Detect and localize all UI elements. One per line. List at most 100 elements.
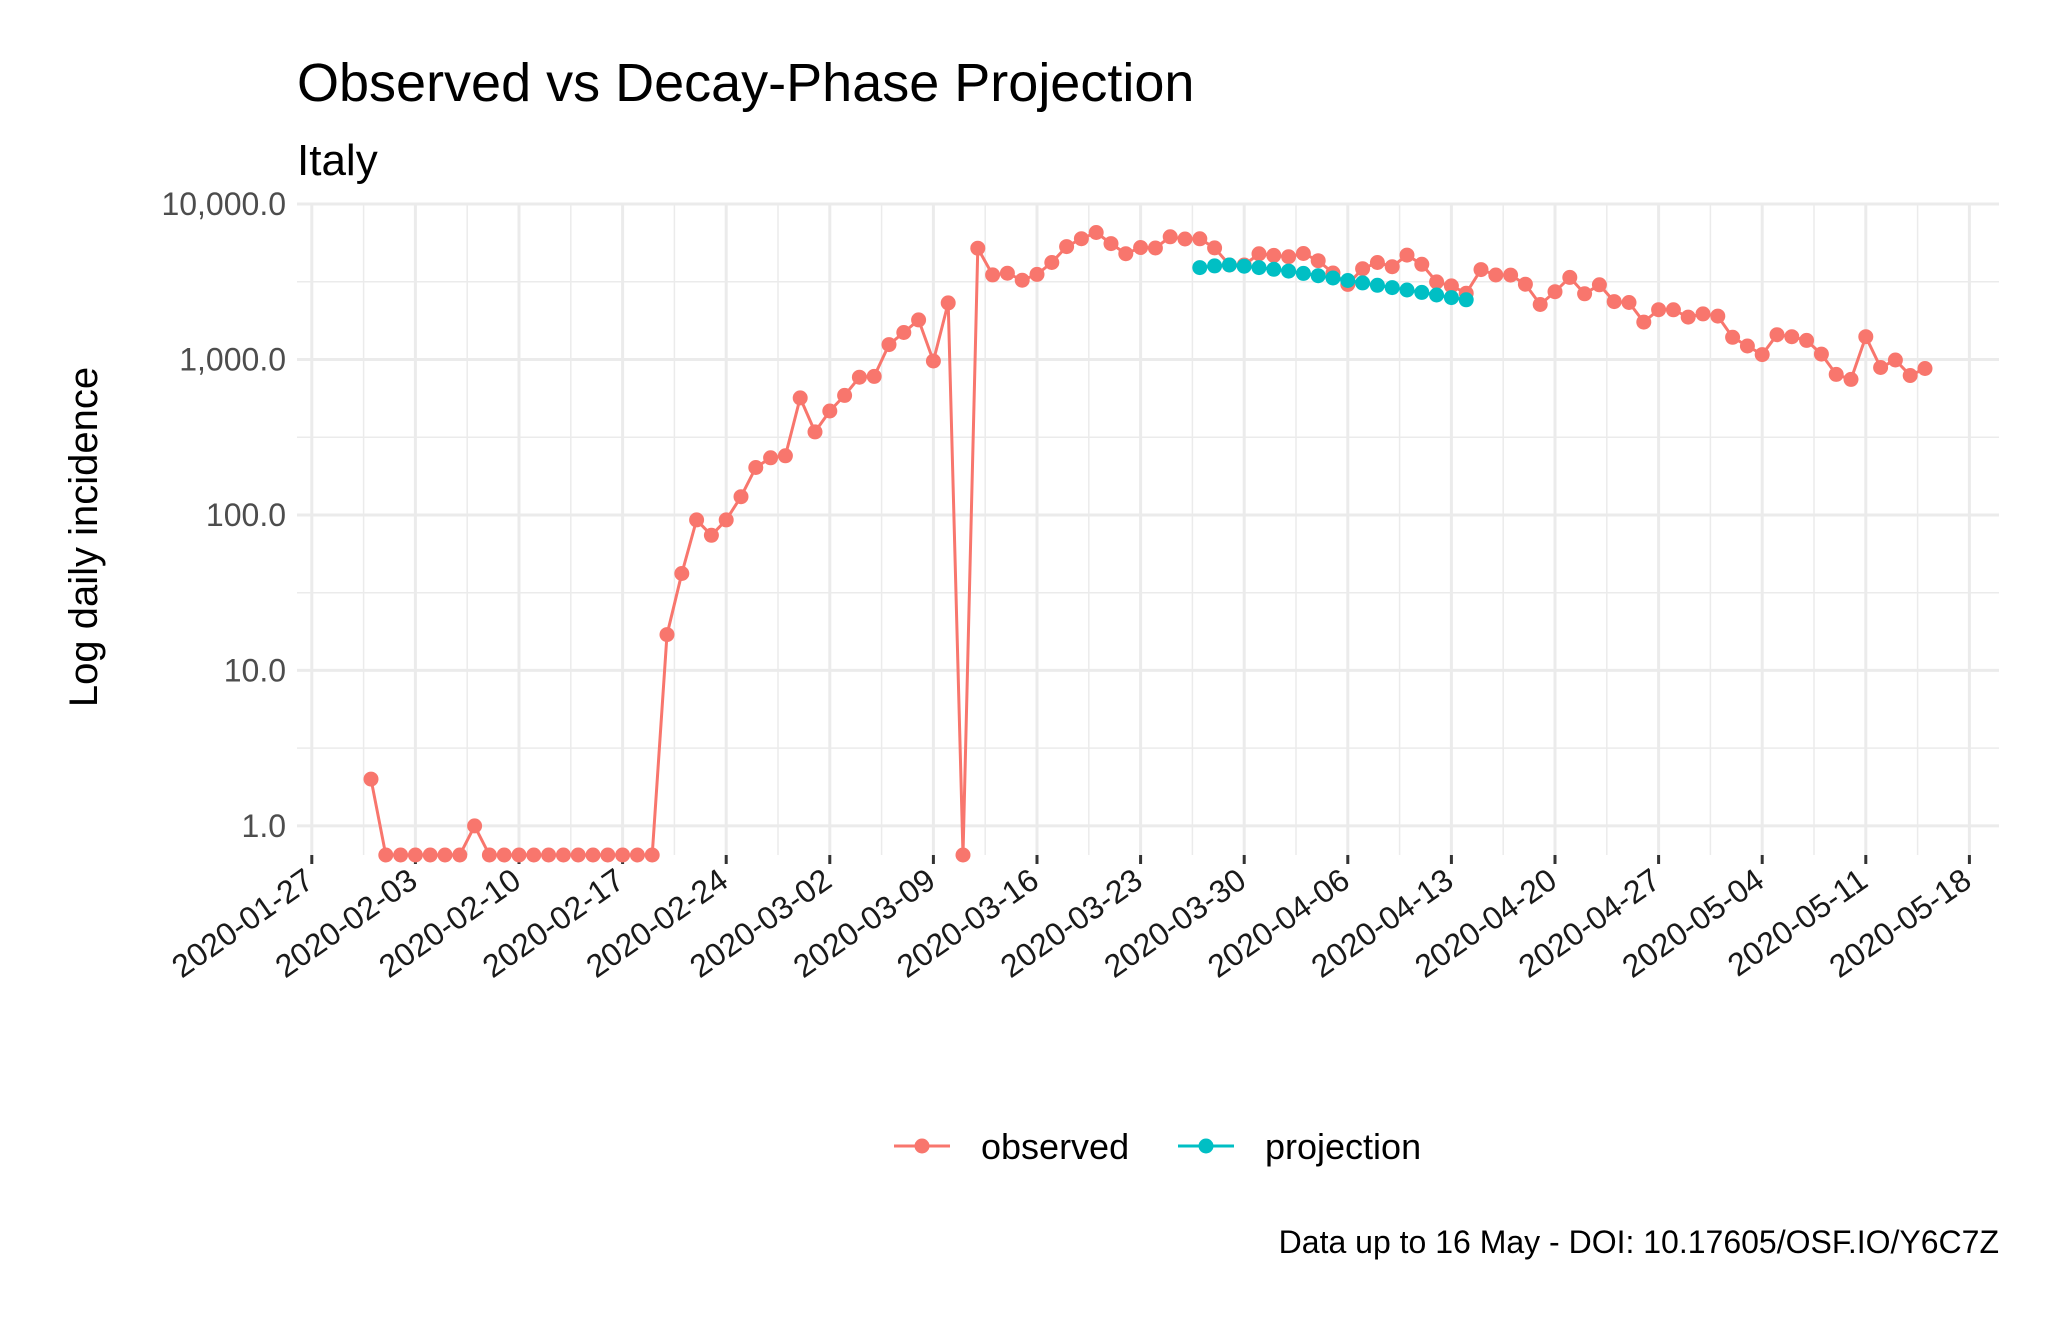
data-point-projection bbox=[1429, 287, 1445, 303]
data-point-observed bbox=[718, 512, 734, 528]
gridlines bbox=[297, 202, 1999, 855]
data-point-observed bbox=[437, 847, 453, 863]
legend-label-projection: projection bbox=[1265, 1126, 1421, 1167]
y-tick-label: 1.0 bbox=[242, 808, 286, 844]
data-point-observed bbox=[1769, 327, 1785, 343]
data-point-observed bbox=[1562, 269, 1578, 285]
data-point-projection bbox=[1399, 282, 1415, 298]
data-point-observed bbox=[851, 369, 867, 385]
data-point-observed bbox=[733, 489, 749, 505]
data-point-observed bbox=[1503, 267, 1519, 283]
data-point-observed bbox=[1369, 255, 1385, 270]
data-point-observed bbox=[985, 267, 1001, 283]
data-point-projection bbox=[1207, 258, 1223, 274]
data-point-observed bbox=[1739, 338, 1755, 354]
data-point-observed bbox=[1902, 368, 1918, 383]
data-point-observed bbox=[1133, 240, 1149, 255]
data-point-observed bbox=[1665, 302, 1681, 318]
legend-key-projection-point bbox=[1198, 1138, 1214, 1154]
data-point-observed bbox=[1917, 361, 1933, 376]
data-point-observed bbox=[1029, 266, 1045, 282]
data-point-observed bbox=[467, 818, 483, 834]
data-point-observed bbox=[1606, 294, 1622, 310]
chart-subtitle: Italy bbox=[297, 136, 378, 185]
data-point-observed bbox=[1754, 347, 1770, 363]
data-point-observed bbox=[615, 847, 631, 863]
data-point-projection bbox=[1295, 265, 1311, 281]
legend-key-observed-point bbox=[914, 1138, 930, 1154]
data-point-observed bbox=[644, 847, 660, 863]
data-point-observed bbox=[600, 847, 616, 863]
data-point-observed bbox=[1118, 246, 1134, 262]
data-point-observed bbox=[452, 847, 468, 863]
data-point-projection bbox=[1236, 258, 1252, 274]
data-point-observed bbox=[541, 847, 557, 863]
data-point-observed bbox=[1073, 231, 1089, 247]
series-layer bbox=[363, 225, 1933, 863]
data-point-observed bbox=[1251, 246, 1267, 262]
data-point-observed bbox=[1310, 253, 1326, 269]
series-observed bbox=[363, 225, 1933, 863]
data-point-projection bbox=[1192, 260, 1208, 276]
chart-title: Observed vs Decay-Phase Projection bbox=[297, 53, 1194, 113]
data-point-observed bbox=[1147, 240, 1163, 256]
data-point-observed bbox=[1858, 329, 1874, 345]
data-point-observed bbox=[1014, 272, 1030, 288]
data-point-observed bbox=[555, 847, 571, 863]
data-point-observed bbox=[1429, 274, 1445, 290]
data-point-observed bbox=[1044, 255, 1060, 270]
data-point-projection bbox=[1443, 290, 1459, 306]
data-point-observed bbox=[1547, 284, 1563, 300]
y-tick-label: 10,000.0 bbox=[161, 186, 286, 222]
data-point-observed bbox=[1695, 306, 1711, 322]
data-point-observed bbox=[970, 240, 986, 256]
data-point-observed bbox=[674, 566, 690, 581]
data-point-observed bbox=[1828, 366, 1844, 382]
data-point-observed bbox=[763, 450, 779, 466]
y-tick-label: 10.0 bbox=[224, 652, 286, 688]
data-point-observed bbox=[837, 387, 853, 403]
data-point-observed bbox=[585, 847, 601, 863]
data-point-observed bbox=[1725, 329, 1741, 345]
data-point-observed bbox=[1088, 225, 1104, 240]
data-point-observed bbox=[1591, 277, 1607, 293]
y-tick-label: 1,000.0 bbox=[179, 341, 286, 377]
data-point-observed bbox=[1577, 286, 1593, 302]
data-point-observed bbox=[481, 847, 497, 863]
data-point-observed bbox=[1784, 329, 1800, 345]
data-point-observed bbox=[422, 847, 438, 863]
chart-caption: Data up to 16 May - DOI: 10.17605/OSF.IO… bbox=[1279, 1224, 1999, 1260]
data-point-observed bbox=[1488, 267, 1504, 283]
data-point-observed bbox=[896, 325, 912, 340]
data-point-observed bbox=[777, 448, 793, 464]
data-point-observed bbox=[822, 403, 838, 419]
data-point-observed bbox=[1281, 249, 1297, 265]
data-point-projection bbox=[1221, 257, 1237, 273]
data-point-observed bbox=[911, 312, 927, 328]
data-point-observed bbox=[629, 847, 645, 863]
data-point-projection bbox=[1281, 263, 1297, 279]
data-point-observed bbox=[866, 368, 882, 384]
data-point-observed bbox=[925, 353, 941, 369]
data-point-projection bbox=[1310, 268, 1326, 284]
data-point-observed bbox=[1103, 236, 1119, 252]
data-point-projection bbox=[1458, 292, 1474, 308]
data-point-observed bbox=[1355, 261, 1371, 277]
data-point-observed bbox=[955, 847, 971, 863]
data-point-observed bbox=[1162, 229, 1178, 245]
data-point-observed bbox=[511, 847, 527, 863]
series-projection bbox=[1192, 257, 1474, 308]
data-point-projection bbox=[1355, 275, 1371, 291]
series-line-observed bbox=[369, 231, 1926, 857]
data-point-observed bbox=[1680, 309, 1696, 325]
data-point-observed bbox=[1621, 295, 1637, 310]
data-point-observed bbox=[378, 847, 394, 863]
legend-label-observed: observed bbox=[981, 1126, 1129, 1167]
data-point-projection bbox=[1340, 273, 1356, 288]
data-point-observed bbox=[1384, 259, 1400, 275]
data-point-observed bbox=[1177, 231, 1193, 247]
data-point-observed bbox=[526, 847, 542, 863]
data-point-observed bbox=[1473, 262, 1489, 278]
y-axis-ticks: 1.0 10.0 100.0 1,000.0 10,000.0 bbox=[161, 186, 286, 844]
